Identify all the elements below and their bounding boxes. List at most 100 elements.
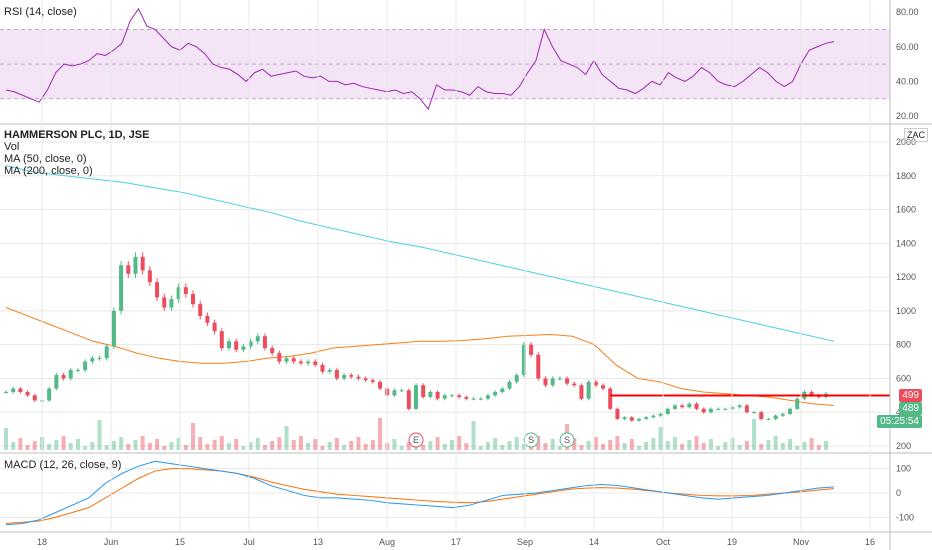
volume-bar	[119, 437, 124, 450]
volume-bar	[752, 419, 757, 450]
candle-body	[788, 408, 793, 414]
candle-body	[449, 395, 454, 397]
countdown-badge: 05:25:54	[877, 415, 922, 428]
candle-body	[248, 341, 253, 347]
volume-bar	[11, 442, 16, 450]
x-tick-label: 19	[727, 537, 737, 547]
volume-bar	[557, 446, 562, 450]
volume-bar	[406, 442, 411, 450]
volume-bar	[262, 445, 267, 450]
volume-bar	[773, 436, 778, 450]
volume-bar	[550, 439, 555, 450]
macd-tick-label: -100	[896, 512, 914, 522]
volume-bar	[586, 441, 591, 450]
macd-tick-label: 100	[896, 464, 911, 474]
event-marker	[523, 432, 539, 448]
macd-pane[interactable]	[0, 460, 890, 526]
candle-body	[270, 348, 275, 354]
volume-bar	[126, 444, 131, 450]
candle-body	[291, 358, 296, 362]
volume-bar	[162, 446, 167, 450]
volume-bar	[665, 441, 670, 450]
volume-bar	[644, 442, 649, 450]
candle-body	[744, 405, 749, 413]
volume-bar	[363, 444, 368, 450]
event-marker-label: S	[528, 435, 534, 445]
volume-bar	[176, 438, 181, 450]
x-tick-label: Jul	[243, 537, 255, 547]
candle-body	[111, 310, 116, 347]
volume-bar	[104, 445, 109, 450]
volume-bar	[543, 443, 548, 450]
volume-bar	[744, 441, 749, 450]
rsi-tick-label: 20.00	[896, 111, 919, 121]
event-marker-label: E	[413, 435, 419, 445]
volume-bar	[572, 438, 577, 450]
volume-bar	[241, 446, 246, 450]
candle-body	[32, 395, 37, 401]
macd-line	[5, 460, 835, 526]
candle-body	[241, 346, 246, 350]
price-tick-label: 600	[896, 373, 911, 383]
candle-body	[809, 391, 814, 396]
volume-bar	[816, 445, 821, 450]
volume-bar	[759, 444, 764, 450]
candle-body	[342, 375, 347, 379]
volume-bar	[802, 442, 807, 450]
volume-bar	[4, 428, 8, 450]
candle-body	[759, 412, 764, 419]
volume-bar	[788, 439, 793, 450]
candle-body	[25, 391, 30, 396]
candle-body	[313, 361, 318, 365]
candle-body	[665, 408, 670, 414]
rsi-line	[5, 7, 835, 111]
candle-body	[162, 297, 167, 308]
candle-body	[183, 287, 188, 294]
candle-body	[378, 381, 383, 389]
volume-bar	[780, 443, 785, 450]
candle-body	[687, 403, 692, 408]
candle-body	[18, 388, 23, 392]
volume-bar	[435, 437, 440, 450]
volume-bar	[155, 439, 160, 450]
volume-bar	[536, 436, 541, 450]
candle-body	[421, 385, 426, 398]
candle-body	[471, 398, 476, 400]
volume-bar	[75, 439, 80, 450]
volume-bar	[708, 439, 713, 450]
volume-bar	[680, 444, 685, 450]
volume-bar	[90, 442, 95, 450]
candle-body	[478, 398, 483, 400]
candle-body	[334, 370, 339, 379]
candle-body	[615, 408, 620, 419]
candle-body	[90, 358, 95, 362]
candle-body	[414, 385, 418, 409]
candle-body	[428, 391, 433, 398]
volume-bar	[342, 445, 347, 450]
x-tick-label: Aug	[379, 537, 395, 547]
volume-bar	[349, 441, 354, 450]
candle-body	[514, 375, 519, 382]
candle-body	[737, 405, 742, 408]
volume-bar	[449, 440, 454, 450]
x-tick-label: 18	[37, 537, 47, 547]
volume-bar	[608, 440, 613, 450]
currency-label: ZAC	[904, 128, 928, 142]
rsi-tick-label: 40.00	[896, 76, 919, 86]
candle-body	[752, 412, 757, 414]
rsi-pane[interactable]	[0, 7, 890, 111]
volume-bar	[378, 418, 383, 450]
candle-body	[392, 390, 397, 396]
macd-label: MACD (12, 26, close, 9)	[4, 459, 122, 471]
candle-body	[457, 395, 462, 398]
volume-bar	[615, 436, 620, 450]
volume-bar	[111, 441, 116, 450]
ma50-label: MA (50, close, 0)	[4, 153, 87, 165]
ma50-line	[5, 307, 835, 406]
candle-body	[680, 405, 685, 408]
event-marker-label: S	[564, 435, 570, 445]
candle-body	[586, 381, 591, 399]
